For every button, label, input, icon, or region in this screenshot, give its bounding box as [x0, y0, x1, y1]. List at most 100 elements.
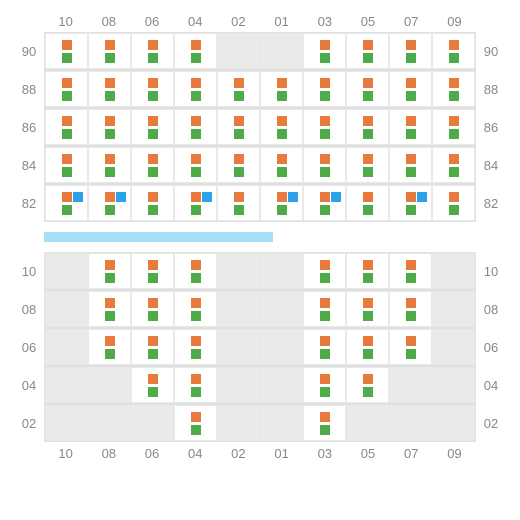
unit-slot[interactable] [432, 185, 475, 221]
unit-slot[interactable] [45, 33, 88, 69]
unit-slot[interactable] [389, 147, 432, 183]
unit-slot[interactable] [174, 405, 217, 441]
unit-slot[interactable] [432, 147, 475, 183]
unit-slot[interactable] [88, 329, 131, 365]
status-marker [234, 205, 244, 215]
status-marker [363, 192, 373, 202]
unit-slot[interactable] [174, 367, 217, 403]
status-marker [363, 205, 373, 215]
unit-slot[interactable] [303, 33, 346, 69]
unit-slot[interactable] [389, 109, 432, 145]
unit-slot[interactable] [131, 71, 174, 107]
unit-slot[interactable] [303, 147, 346, 183]
unit-slot[interactable] [131, 367, 174, 403]
unit-slot[interactable] [303, 291, 346, 327]
unit-slot[interactable] [346, 367, 389, 403]
status-marker [191, 387, 201, 397]
unit-slot[interactable] [346, 109, 389, 145]
unit-slot[interactable] [217, 109, 260, 145]
unit-slot[interactable] [174, 109, 217, 145]
status-marker [105, 192, 115, 202]
unit-slot[interactable] [88, 291, 131, 327]
status-marker [406, 273, 416, 283]
unit-slot[interactable] [174, 329, 217, 365]
unit-slot[interactable] [346, 147, 389, 183]
unit-slot[interactable] [174, 71, 217, 107]
empty-slot [260, 367, 303, 403]
unit-slot[interactable] [174, 253, 217, 289]
extra-marker [116, 192, 126, 202]
unit-slot[interactable] [88, 71, 131, 107]
unit-slot[interactable] [45, 71, 88, 107]
unit-slot[interactable] [45, 147, 88, 183]
top-row: 8686 [14, 108, 506, 146]
unit-slot[interactable] [174, 33, 217, 69]
unit-slot[interactable] [88, 185, 131, 221]
unit-slot[interactable] [346, 329, 389, 365]
unit-slot[interactable] [131, 253, 174, 289]
empty-slot [45, 253, 88, 289]
unit-slot[interactable] [88, 147, 131, 183]
unit-slot[interactable] [131, 291, 174, 327]
unit-slot[interactable] [174, 185, 217, 221]
unit-slot[interactable] [389, 33, 432, 69]
unit-slot[interactable] [303, 185, 346, 221]
column-label: 07 [390, 446, 433, 461]
unit-slot[interactable] [131, 185, 174, 221]
status-marker [105, 116, 115, 126]
unit-slot[interactable] [217, 185, 260, 221]
unit-slot[interactable] [303, 329, 346, 365]
unit-slot[interactable] [432, 109, 475, 145]
unit-slot[interactable] [389, 185, 432, 221]
unit-slot[interactable] [346, 71, 389, 107]
unit-slot[interactable] [346, 253, 389, 289]
row-label-right: 84 [476, 158, 506, 173]
unit-slot[interactable] [432, 71, 475, 107]
column-label: 07 [390, 14, 433, 29]
unit-slot[interactable] [131, 33, 174, 69]
unit-slot[interactable] [389, 71, 432, 107]
row-label-left: 04 [14, 378, 44, 393]
unit-slot[interactable] [131, 109, 174, 145]
unit-slot[interactable] [260, 109, 303, 145]
status-marker [62, 116, 72, 126]
unit-slot[interactable] [260, 71, 303, 107]
status-marker [320, 273, 330, 283]
unit-slot[interactable] [389, 253, 432, 289]
status-marker [234, 78, 244, 88]
unit-slot[interactable] [389, 329, 432, 365]
unit-slot[interactable] [346, 33, 389, 69]
unit-slot[interactable] [389, 291, 432, 327]
unit-slot[interactable] [303, 367, 346, 403]
unit-slot[interactable] [260, 185, 303, 221]
column-label: 06 [130, 446, 173, 461]
unit-slot[interactable] [45, 185, 88, 221]
unit-slot[interactable] [88, 253, 131, 289]
unit-slot[interactable] [131, 147, 174, 183]
status-marker [105, 129, 115, 139]
unit-slot[interactable] [88, 109, 131, 145]
unit-slot[interactable] [174, 147, 217, 183]
column-label: 01 [260, 14, 303, 29]
unit-slot[interactable] [432, 33, 475, 69]
unit-slot[interactable] [303, 253, 346, 289]
empty-slot [389, 405, 432, 441]
unit-slot[interactable] [303, 71, 346, 107]
status-marker [320, 374, 330, 384]
column-label: 05 [346, 446, 389, 461]
unit-slot[interactable] [260, 147, 303, 183]
unit-slot[interactable] [174, 291, 217, 327]
column-label: 04 [174, 14, 217, 29]
status-marker [363, 311, 373, 321]
unit-slot[interactable] [346, 185, 389, 221]
empty-slot [45, 367, 88, 403]
unit-slot[interactable] [303, 405, 346, 441]
unit-slot[interactable] [217, 71, 260, 107]
unit-slot[interactable] [303, 109, 346, 145]
unit-slot[interactable] [45, 109, 88, 145]
unit-slot[interactable] [217, 147, 260, 183]
unit-slot[interactable] [88, 33, 131, 69]
unit-slot[interactable] [131, 329, 174, 365]
divider-bar [44, 232, 476, 242]
unit-slot[interactable] [346, 291, 389, 327]
